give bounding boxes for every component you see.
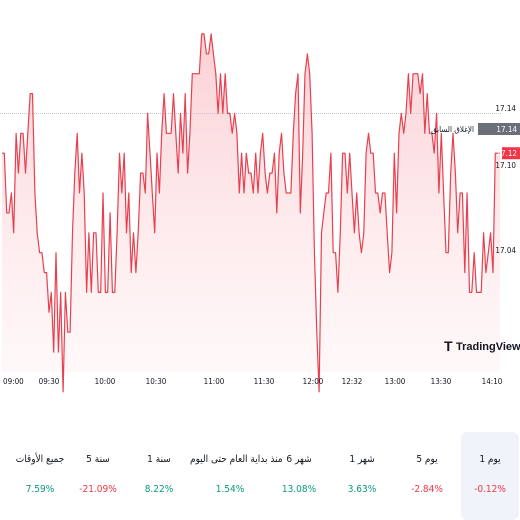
price-area-fill	[2, 33, 500, 392]
period-change-value: -2.84%	[411, 484, 443, 495]
period-label: جميع الأوقات	[15, 454, 65, 465]
y-tick-label: 17.10	[495, 161, 516, 170]
prev-close-tag-label: 17.14	[496, 125, 517, 134]
prev-close-name: الإغلاق السابق	[431, 125, 474, 135]
x-tick-label: 10:30	[146, 377, 167, 386]
x-tick-label: 12:32	[342, 377, 363, 386]
period-tab[interactable]: 6 شهر 13.08%	[269, 432, 329, 520]
x-tick-label: 13:00	[385, 377, 406, 386]
period-tab[interactable]: 1 سنة 8.22%	[129, 432, 189, 520]
period-change-value: -0.12%	[474, 484, 506, 495]
x-tick-label: 09:00	[3, 377, 24, 386]
period-label: 1 سنة	[147, 454, 171, 465]
period-change-value: 3.63%	[347, 484, 377, 495]
period-tab[interactable]: منذ بداية العام حتى اليوم 1.54%	[190, 432, 283, 520]
x-tick-label: 09:30	[39, 377, 60, 386]
price-line-group	[2, 33, 500, 393]
period-label: 5 يوم	[416, 454, 438, 465]
period-label: 6 شهر	[286, 454, 312, 465]
prev-close-tag	[478, 123, 520, 135]
period-tab[interactable]: جميع الأوقات 7.59%	[10, 432, 70, 520]
x-tick-label: 11:30	[254, 377, 275, 386]
x-axis: 09:00 09:30 10:00 10:30 11:00 11:30 12:00 12:32…	[3, 377, 503, 386]
x-tick-label: 13:30	[431, 377, 452, 386]
y-tick-label: 17.14	[495, 104, 516, 113]
price-line	[2, 33, 500, 393]
period-change-value: -21.09%	[79, 484, 117, 495]
x-tick-label: 12:00	[303, 377, 324, 386]
period-performance-bar: 1 يوم -0.12% 5 يوم -2.84% 1 شهر 3.63% 6 شهر 13.…	[0, 432, 520, 520]
y-tick-label: 17.04	[495, 246, 516, 255]
current-price-tag	[502, 147, 520, 160]
price-area	[2, 33, 500, 392]
x-tick-label: 11:00	[204, 377, 225, 386]
period-change-value: 1.54%	[215, 484, 245, 495]
x-tick-label: 10:00	[95, 377, 116, 386]
watermark-text: TradingView	[456, 341, 520, 353]
period-label: منذ بداية العام حتى اليوم	[190, 454, 283, 465]
period-change-value: 13.08%	[281, 484, 317, 495]
period-label: 1 يوم	[479, 454, 501, 465]
period-change-value: 7.59%	[25, 484, 55, 495]
period-tab[interactable]: 5 سنة -21.09%	[68, 432, 128, 520]
x-tick-label: 14:10	[482, 377, 503, 386]
period-tab[interactable]: 1 يوم -0.12%	[461, 432, 519, 520]
current-price-label: 17.12	[496, 149, 517, 158]
y-axis: 17.14 17.10 17.04 17.14 الإغلاق السابق 17.12	[431, 104, 520, 255]
period-change-value: 8.22%	[144, 484, 174, 495]
period-tab[interactable]: 5 يوم -2.84%	[397, 432, 457, 520]
tradingview-watermark: T TradingView	[444, 338, 520, 354]
period-tab[interactable]: 1 شهر 3.63%	[332, 432, 392, 520]
period-label: 1 شهر	[349, 454, 375, 465]
svg-text:T: T	[444, 338, 453, 354]
period-label: 5 سنة	[86, 454, 110, 465]
